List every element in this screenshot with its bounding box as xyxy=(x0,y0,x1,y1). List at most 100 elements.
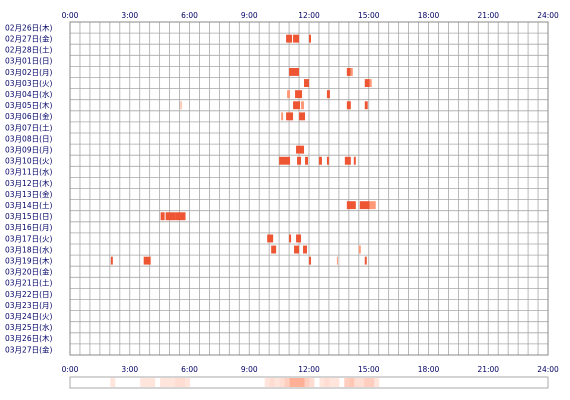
activity-bar xyxy=(175,212,186,221)
activity-bar xyxy=(309,256,311,265)
summary-density-cell xyxy=(349,378,355,387)
activity-bar xyxy=(318,156,322,165)
row-label: 03月09日(月) xyxy=(5,146,53,155)
row-label: 03月14日(土) xyxy=(5,200,53,210)
summary-density-cell xyxy=(369,378,375,387)
summary-density-cell xyxy=(264,378,270,387)
row-label: 03月25日(水) xyxy=(5,322,53,332)
activity-bar xyxy=(281,112,284,121)
summary-density-cell xyxy=(309,378,315,387)
row-label: 03月11日(水) xyxy=(5,167,53,177)
x-tick-label: 0:00 xyxy=(62,365,79,374)
row-label: 03月05日(木) xyxy=(5,100,53,110)
x-tick-label: 12:00 xyxy=(298,11,320,20)
row-label: 03月19日(木) xyxy=(5,256,53,266)
activity-bar xyxy=(110,256,113,265)
x-tick-label: 15:00 xyxy=(358,365,380,374)
chart-grid xyxy=(69,21,549,356)
summary-density-cell xyxy=(334,378,340,387)
x-tick-label: 24:00 xyxy=(537,365,559,374)
activity-bar xyxy=(359,201,370,210)
row-label: 03月06日(金) xyxy=(5,111,53,121)
row-label: 03月26日(木) xyxy=(5,333,53,343)
chart-frame xyxy=(69,21,549,356)
activity-bar xyxy=(369,201,376,210)
summary-density-cell xyxy=(145,378,151,387)
summary-density-cell xyxy=(364,378,370,387)
summary-density-cell xyxy=(170,378,176,387)
activity-bar xyxy=(350,68,353,76)
row-label: 03月07日(土) xyxy=(5,122,53,132)
activity-bar xyxy=(295,90,303,99)
activity-bar xyxy=(289,68,300,76)
summary-density-cell xyxy=(319,378,325,387)
activity-bar xyxy=(301,101,305,110)
summary-density-cell xyxy=(140,378,146,387)
row-label: 03月03日(火) xyxy=(5,79,53,88)
activity-bar xyxy=(326,90,330,99)
summary-density-cell xyxy=(110,378,116,387)
activity-bar xyxy=(294,245,300,254)
activity-bar xyxy=(296,145,305,154)
summary-density-cell xyxy=(175,378,181,387)
activity-bar xyxy=(326,156,329,165)
summary-density-cell xyxy=(279,378,285,387)
row-label: 03月13日(金) xyxy=(5,189,53,199)
x-tick-label: 15:00 xyxy=(358,11,380,20)
row-label: 02月28日(土) xyxy=(5,45,53,55)
row-label: 03月01日(日) xyxy=(5,57,53,66)
activity-bar xyxy=(309,34,311,43)
x-tick-label: 18:00 xyxy=(418,11,440,20)
activity-summary-strip xyxy=(69,376,549,389)
row-label: 03月24日(火) xyxy=(5,312,53,321)
x-tick-label: 21:00 xyxy=(477,365,499,374)
summary-density-cell xyxy=(304,378,310,387)
activity-bar xyxy=(358,245,361,254)
activity-bar xyxy=(353,156,356,165)
summary-density-cell xyxy=(284,378,290,387)
row-label: 03月23日(月) xyxy=(5,301,53,310)
summary-density-cell xyxy=(324,378,330,387)
row-label: 03月15日(日) xyxy=(5,212,53,221)
row-label: 03月27日(金) xyxy=(5,344,53,354)
x-tick-label: 3:00 xyxy=(121,365,138,374)
activity-bar xyxy=(289,234,292,243)
activity-bar xyxy=(299,112,306,121)
activity-bars xyxy=(110,34,376,265)
x-tick-label: 9:00 xyxy=(241,11,258,20)
x-tick-label: 0:00 xyxy=(62,11,79,20)
summary-density-cell xyxy=(344,378,350,387)
x-tick-label: 6:00 xyxy=(181,365,198,374)
summary-density-cell xyxy=(289,378,295,387)
activity-bar xyxy=(293,101,301,110)
row-label: 03月04日(水) xyxy=(5,89,53,99)
summary-density-cell xyxy=(180,378,186,387)
activity-bar xyxy=(286,112,294,121)
row-label: 03月20日(金) xyxy=(5,267,53,277)
activity-bar xyxy=(303,245,308,254)
activity-bar xyxy=(364,101,368,110)
activity-bar xyxy=(336,256,338,265)
row-label: 02月27日(金) xyxy=(5,34,53,44)
summary-density-cell xyxy=(294,378,300,387)
activity-bar xyxy=(286,34,293,43)
row-label: 03月22日(日) xyxy=(5,290,53,299)
activity-bar xyxy=(297,156,302,165)
row-label: 02月26日(木) xyxy=(5,22,53,32)
activity-bar xyxy=(364,79,370,87)
chart-border xyxy=(69,21,549,356)
activity-bar xyxy=(271,245,277,254)
summary-strip-frame xyxy=(69,376,549,389)
activity-bar xyxy=(369,79,372,87)
row-label: 03月18日(水) xyxy=(5,244,53,254)
x-tick-label: 21:00 xyxy=(477,11,499,20)
row-labels: 02月26日(木) 02月27日(金)02月28日(土) 03月01日(日) 03月0… xyxy=(5,22,53,354)
summary-density-cell xyxy=(185,378,190,387)
summary-density-cell xyxy=(274,378,280,387)
row-label: 03月02日(月) xyxy=(5,68,53,77)
activity-bar xyxy=(180,101,182,110)
activity-bar xyxy=(143,256,151,265)
summary-density-cell xyxy=(354,378,360,387)
summary-density-cell xyxy=(150,378,156,387)
activity-bar xyxy=(160,212,165,221)
